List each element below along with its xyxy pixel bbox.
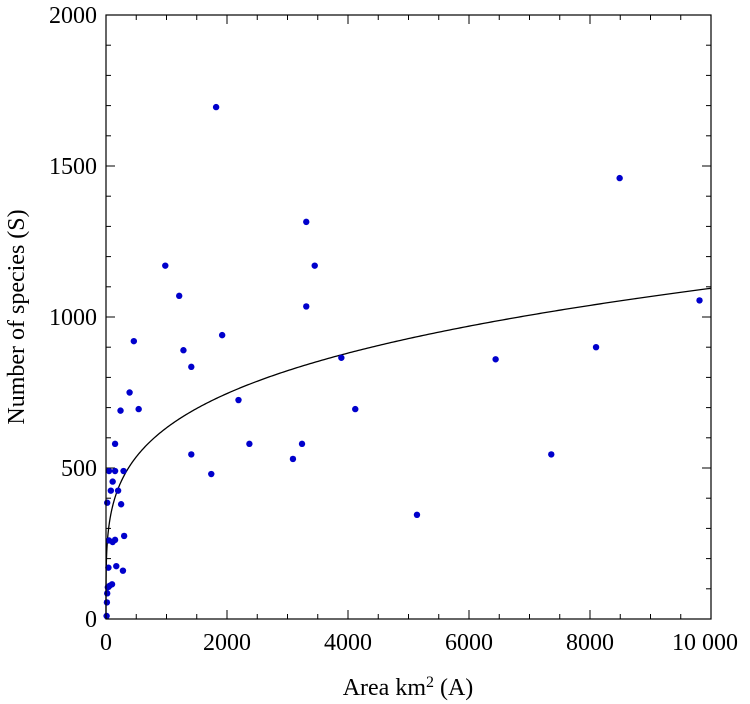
data-point: [311, 262, 318, 269]
data-point: [212, 103, 220, 111]
x-axis-title: Area km2 (A): [343, 674, 474, 702]
data-point: [130, 337, 138, 345]
data-point: [208, 470, 215, 478]
x-tick-label: 6000: [445, 630, 493, 656]
y-tick-label: 2000: [49, 3, 97, 29]
y-axis-title: Number of species (S): [4, 209, 30, 424]
x-tick-label: 4000: [324, 630, 372, 656]
data-point: [303, 218, 310, 226]
data-point: [289, 455, 297, 463]
x-axis-title-tail: (A): [434, 675, 473, 701]
data-point: [114, 487, 122, 494]
data-point: [117, 407, 124, 414]
data-point: [352, 405, 359, 413]
data-point: [117, 501, 125, 508]
y-tick-label: 0: [85, 607, 97, 633]
axis-ticks: [105, 14, 712, 620]
data-point: [188, 451, 195, 458]
data-point: [103, 599, 111, 606]
plot-frame: [105, 14, 712, 620]
data-point: [548, 451, 555, 458]
data-point: [592, 344, 600, 351]
data-point: [111, 467, 119, 475]
x-tick-label: 2000: [203, 630, 251, 656]
data-point: [111, 536, 119, 544]
data-point: [120, 467, 127, 475]
x-tick-label: 8000: [566, 630, 614, 656]
data-point: [413, 511, 421, 519]
data-point: [176, 292, 183, 300]
y-tick-label: 1000: [49, 305, 97, 331]
data-point: [105, 564, 112, 571]
data-point: [188, 363, 195, 371]
x-axis-title-superscript: 2: [426, 674, 434, 691]
data-point: [246, 440, 253, 448]
data-point: [104, 499, 111, 506]
data-point: [111, 440, 119, 448]
x-tick-label: 10 000: [672, 630, 738, 656]
data-point: [180, 347, 187, 354]
data-point: [135, 405, 142, 413]
data-point: [119, 567, 127, 574]
fitted-power-curve: [105, 287, 712, 619]
data-point: [162, 262, 169, 269]
data-point: [113, 562, 120, 570]
data-point: [696, 297, 703, 304]
data-point: [103, 612, 110, 620]
data-point: [109, 478, 116, 485]
y-tick-label: 1500: [49, 154, 97, 180]
data-point: [104, 590, 111, 597]
data-point: [126, 389, 133, 396]
data-point: [105, 467, 113, 475]
data-point: [303, 303, 310, 310]
data-point: [107, 487, 115, 494]
data-point: [492, 356, 499, 363]
data-point: [235, 396, 242, 404]
data-point: [120, 532, 128, 540]
data-point: [218, 331, 226, 339]
data-point: [298, 440, 306, 448]
data-point: [616, 174, 623, 182]
tick-labels: 0 2000 4000 6000 8000 10 000 0 500 1000 1500 2000: [49, 3, 738, 656]
data-point: [338, 354, 345, 361]
x-axis-title-main: Area km: [343, 675, 427, 701]
x-tick-label: 0: [100, 630, 112, 656]
data-points: [103, 103, 703, 620]
data-point: [108, 581, 116, 588]
y-tick-label: 500: [61, 456, 97, 482]
